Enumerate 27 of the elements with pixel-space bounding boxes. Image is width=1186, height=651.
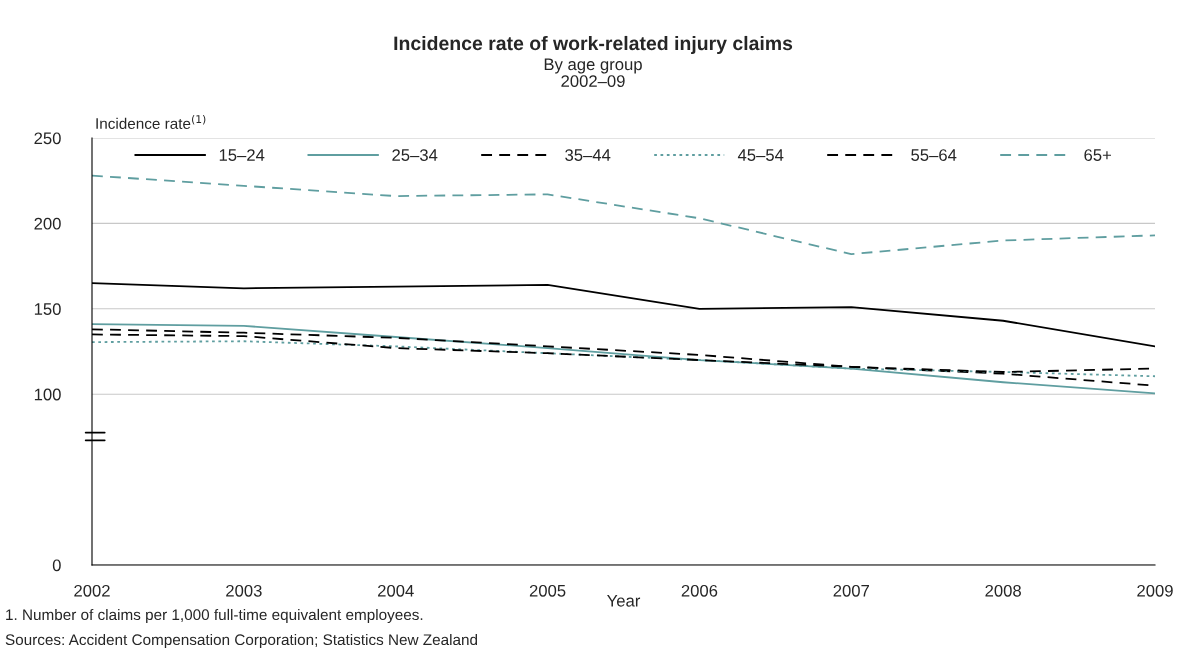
chart-title: Incidence rate of work-related injury claims (394, 35, 793, 55)
x-tick-label: 2007 (833, 584, 869, 597)
text: 1. Number of claims per 1,000 full-time equivalent employees. (6, 608, 423, 624)
y-tick-label: 200 (34, 217, 61, 230)
legend-label: 45–54 (737, 149, 784, 161)
x-tick-label: 2003 (226, 584, 262, 597)
y-tick-label: 0 (52, 559, 61, 572)
line-series (92, 323, 1155, 395)
y-axis-title: Incidence rate$^{(1)}$ (96, 114, 206, 130)
legend-label: 65+ (1084, 149, 1111, 161)
legend-label: 55–64 (911, 149, 957, 161)
x-tick-label: 2009 (1137, 584, 1173, 597)
x-tick-label: 2005 (529, 584, 566, 597)
y-tick-label: 150 (34, 303, 61, 315)
y-tick-label: 250 (34, 132, 61, 145)
line-series (92, 174, 1155, 256)
chart-subtitle: By age group 2002–09 (544, 58, 642, 87)
x-tick-label: 2004 (378, 584, 414, 597)
x-tick-label: 2006 (681, 584, 718, 597)
x-tick-label: 2008 (985, 584, 1021, 597)
x-tick-label: 2002 (74, 584, 110, 597)
x-axis-title: Year (607, 595, 641, 607)
legend-label: 15–24 (219, 149, 265, 161)
legend-label: 25–34 (392, 149, 438, 161)
legend-label: 35–44 (565, 149, 611, 161)
source-note: Sources: Accident Compensation Corporation; Statistics New Zealand (5, 633, 478, 649)
y-tick-label: 100 (34, 388, 61, 401)
